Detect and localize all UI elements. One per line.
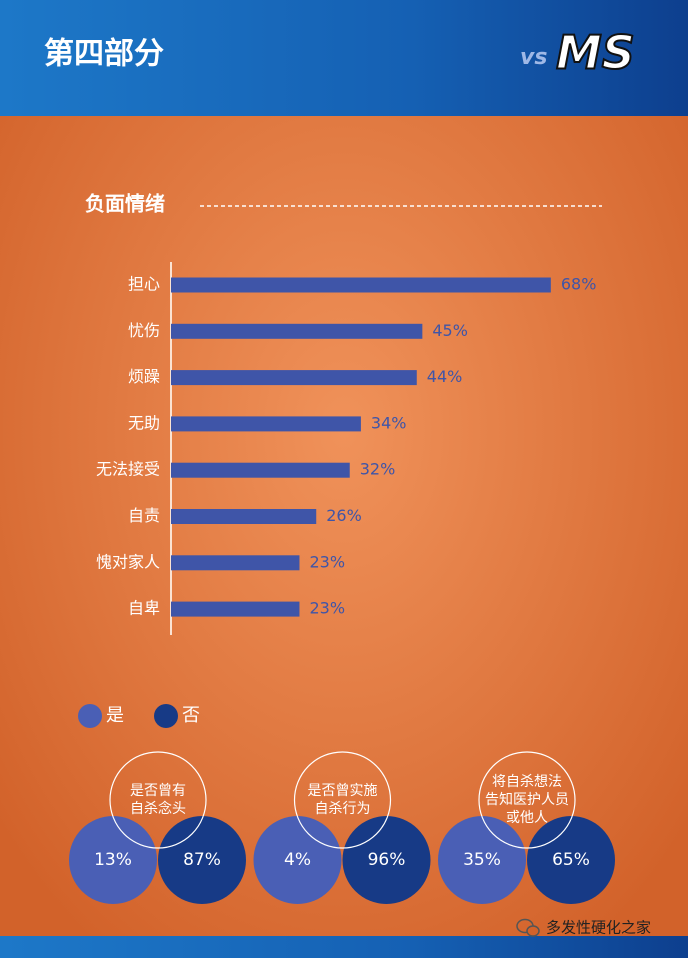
question-ring xyxy=(293,751,392,849)
category-label: 自责 xyxy=(128,506,160,525)
header-band xyxy=(0,0,688,116)
wechat-icon xyxy=(516,918,540,937)
question-label: 将自杀想法 xyxy=(492,774,562,790)
pair-value: 96% xyxy=(368,850,406,870)
footer-band xyxy=(0,936,688,958)
question-label: 自杀念头 xyxy=(130,800,186,817)
logo: MS xyxy=(556,26,635,80)
pair-value: 13% xyxy=(94,850,132,870)
legend-label: 是 xyxy=(106,705,124,726)
value-label: 32% xyxy=(360,460,396,479)
value-label: 45% xyxy=(432,321,468,340)
pair-value: 65% xyxy=(552,850,590,870)
bar xyxy=(171,370,417,386)
bar xyxy=(171,277,551,293)
chart-title: 负面情绪 xyxy=(85,192,165,216)
legend-swatch xyxy=(78,704,102,728)
pair-circle xyxy=(438,816,526,904)
pair-value: 4% xyxy=(284,850,311,870)
question-label: 是否曾实施 xyxy=(308,783,378,799)
page-title: 第四部分 xyxy=(44,37,164,72)
logo-prefix: vs xyxy=(520,45,547,70)
bar xyxy=(171,462,350,478)
value-label: 68% xyxy=(561,275,597,294)
category-label: 忧伤 xyxy=(128,321,160,340)
legend-label: 否 xyxy=(182,705,200,726)
legend-swatch xyxy=(154,704,178,728)
question-label: 告知医护人员 xyxy=(485,791,569,808)
question-ring xyxy=(109,751,207,849)
question-label: 或他人 xyxy=(506,810,548,826)
bar xyxy=(171,509,317,524)
category-label: 无助 xyxy=(128,413,160,432)
bar xyxy=(171,601,300,617)
category-label: 愧对家人 xyxy=(96,552,160,571)
bar xyxy=(171,555,300,571)
pair-circle xyxy=(527,816,615,904)
question-ring xyxy=(478,751,576,849)
value-label: 34% xyxy=(371,413,407,432)
category-label: 担心 xyxy=(128,275,160,294)
pair-circle xyxy=(69,816,157,904)
pair-value: 87% xyxy=(183,850,221,870)
value-label: 44% xyxy=(427,367,463,386)
value-label: 26% xyxy=(326,506,362,525)
pair-circle xyxy=(342,816,431,904)
bar xyxy=(171,416,361,432)
footer-text: 多发性硬化之家 xyxy=(546,919,651,937)
category-label: 无法接受 xyxy=(96,460,160,479)
question-label: 是否曾有 xyxy=(130,783,186,799)
bar xyxy=(171,323,423,339)
category-label: 自卑 xyxy=(128,599,160,618)
value-label: 23% xyxy=(309,552,345,571)
value-label: 23% xyxy=(309,599,345,618)
question-label: 自杀行为 xyxy=(315,801,371,817)
pair-value: 35% xyxy=(463,850,501,870)
category-label: 烦躁 xyxy=(128,367,160,386)
pair-circle xyxy=(158,816,246,904)
pair-circle xyxy=(253,816,342,904)
